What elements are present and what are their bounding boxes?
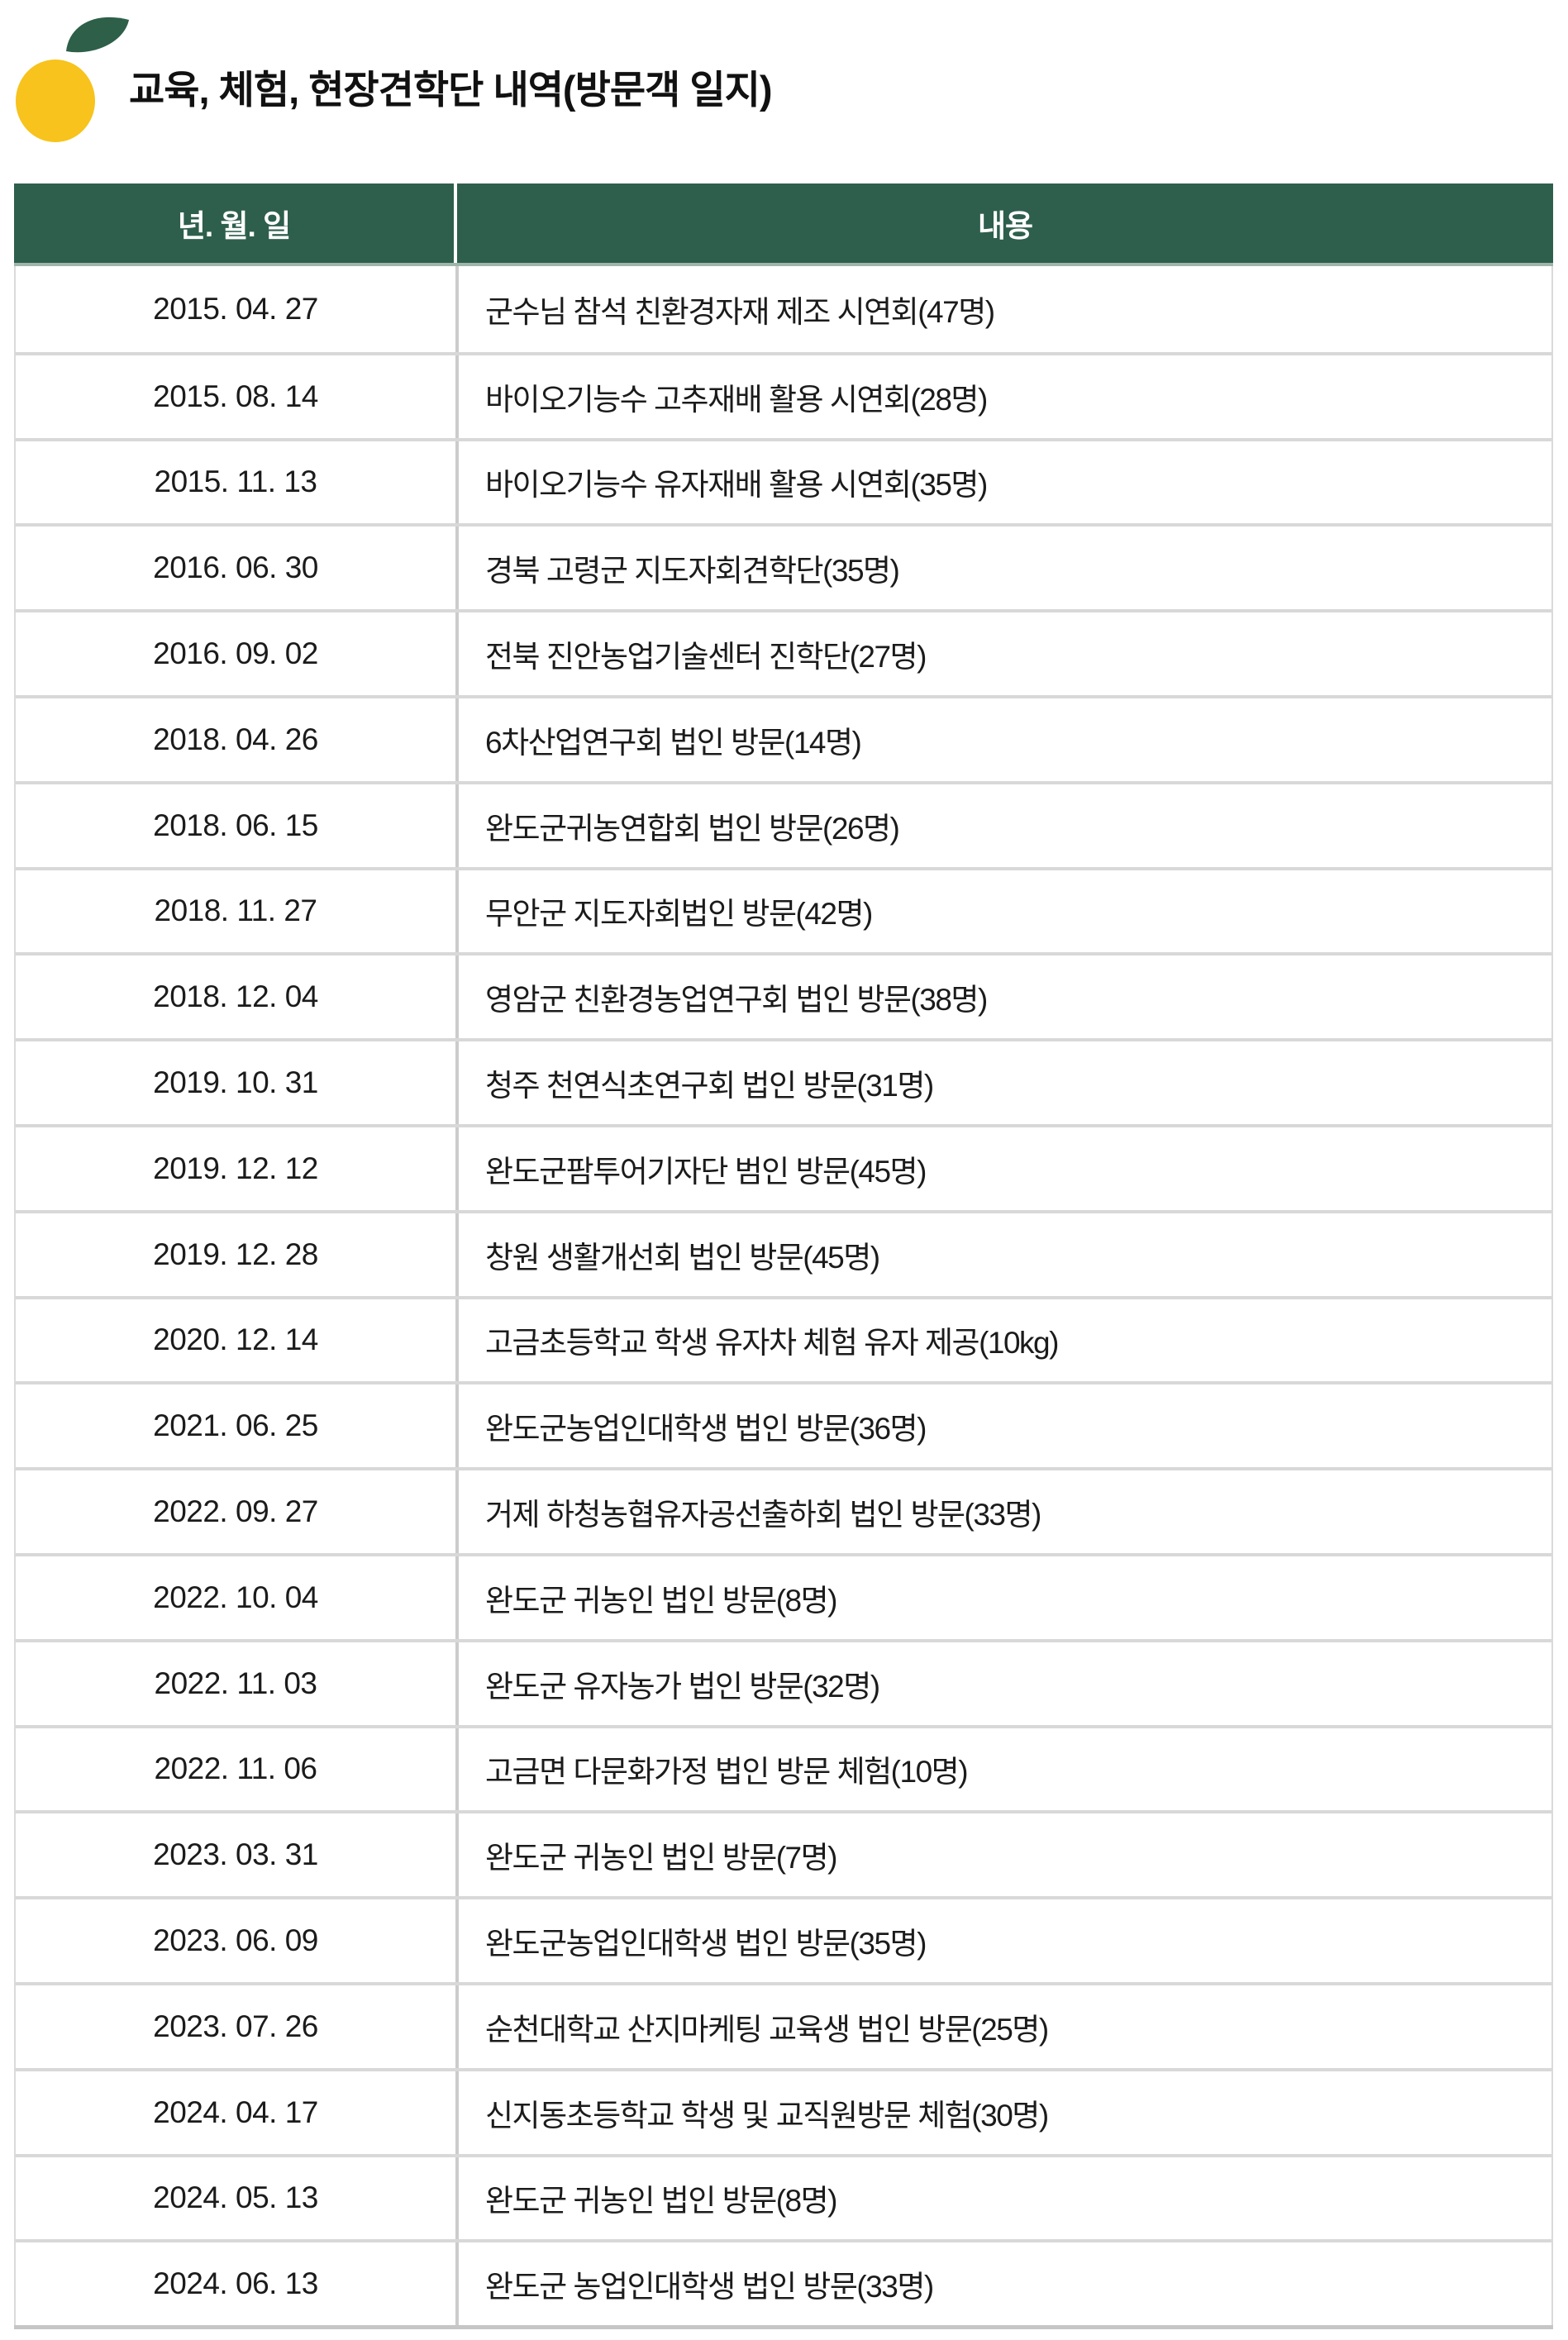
table-row: 2022. 10. 04 완도군 귀농인 법인 방문(8명) — [16, 1552, 1551, 1639]
table-row: 2020. 12. 14 고금초등학교 학생 유자차 체험 유자 제공(10kg… — [16, 1295, 1551, 1382]
column-header-content: 내용 — [977, 209, 1033, 243]
table-row: 2023. 07. 26 순천대학교 산지마케팅 교육생 법인 방문(25명) — [16, 1981, 1551, 2068]
row-date-cell: 2015. 04. 27 — [16, 266, 459, 352]
table-row: 2015. 11. 13 바이오기능수 유자재배 활용 시연회(35명) — [16, 437, 1551, 524]
row-content-cell: 바이오기능수 고추재배 활용 시연회(28명) — [485, 382, 988, 417]
visitor-log-table: 년. 월. 일 내용 2015. 04. 27 군수님 참석 친환경자재 제조 … — [14, 183, 1553, 2330]
row-content-cell: 완도군 농업인대학생 법인 방문(33명) — [485, 2270, 934, 2304]
row-content-cell: 바이오기능수 유자재배 활용 시연회(35명) — [485, 468, 988, 503]
page-title: 교육, 체험, 현장견학단 내역(방문객 일지) — [129, 68, 772, 112]
table-row: 2019. 10. 31 청주 천연식초연구회 법인 방문(31명) — [16, 1038, 1551, 1124]
row-date-cell: 2019. 12. 12 — [16, 1127, 459, 1210]
row-date-cell: 2016. 09. 02 — [16, 612, 459, 695]
row-date-cell: 2023. 03. 31 — [16, 1813, 459, 1897]
row-date-cell: 2019. 10. 31 — [16, 1041, 459, 1124]
row-date-cell: 2018. 12. 04 — [16, 956, 459, 1039]
table-body: 2015. 04. 27 군수님 참석 친환경자재 제조 시연회(47명) 20… — [14, 266, 1553, 2326]
row-content-cell: 완도군귀농연합회 법인 방문(26명) — [485, 811, 900, 846]
row-content-cell: 경북 고령군 지도자회견학단(35명) — [485, 554, 900, 589]
table-row: 2024. 06. 13 완도군 농업인대학생 법인 방문(33명) — [16, 2239, 1551, 2326]
row-content-cell: 완도군 귀농인 법인 방문(8명) — [485, 2184, 838, 2218]
page-header: 교육, 체험, 현장견학단 내역(방문객 일지) — [0, 0, 1568, 165]
row-content-cell: 신지동초등학교 학생 및 교직원방문 체험(30명) — [485, 2098, 1049, 2133]
table-row: 2024. 05. 13 완도군 귀농인 법인 방문(8명) — [16, 2153, 1551, 2240]
row-content-cell: 완도군 귀농인 법인 방문(7명) — [485, 1841, 838, 1875]
row-date-cell: 2024. 06. 13 — [16, 2242, 459, 2326]
table-row: 2018. 06. 15 완도군귀농연합회 법인 방문(26명) — [16, 780, 1551, 867]
row-content-cell: 고금면 다문화가정 법인 방문 체험(10명) — [485, 1755, 969, 1790]
row-date-cell: 2018. 11. 27 — [16, 870, 459, 953]
table-row: 2022. 11. 06 고금면 다문화가정 법인 방문 체험(10명) — [16, 1724, 1551, 1811]
table-row: 2015. 08. 14 바이오기능수 고추재배 활용 시연회(28명) — [16, 351, 1551, 438]
table-row: 2018. 04. 26 6차산업연구회 법인 방문(14명) — [16, 694, 1551, 781]
table-row: 2023. 06. 09 완도군농업인대학생 법인 방문(35명) — [16, 1896, 1551, 1982]
row-date-cell: 2019. 12. 28 — [16, 1213, 459, 1296]
row-date-cell: 2016. 06. 30 — [16, 527, 459, 610]
row-date-cell: 2018. 06. 15 — [16, 784, 459, 867]
table-row: 2018. 11. 27 무안군 지도자회법인 방문(42명) — [16, 866, 1551, 953]
row-content-cell: 6차산업연구회 법인 방문(14명) — [485, 725, 862, 760]
row-content-cell: 완도군팜투어기자단 범인 방문(45명) — [485, 1154, 927, 1189]
table-row: 2018. 12. 04 영암군 친환경농업연구회 법인 방문(38명) — [16, 952, 1551, 1039]
row-content-cell: 순천대학교 산지마케팅 교육생 법인 방문(25명) — [485, 2012, 1049, 2047]
row-date-cell: 2022. 11. 06 — [16, 1728, 459, 1811]
leaf-icon — [66, 17, 129, 53]
table-row: 2021. 06. 25 완도군농업인대학생 법인 방문(36명) — [16, 1381, 1551, 1468]
table-row: 2024. 04. 17 신지동초등학교 학생 및 교직원방문 체험(30명) — [16, 2067, 1551, 2154]
row-date-cell: 2022. 09. 27 — [16, 1470, 459, 1553]
row-content-cell: 영암군 친환경농업연구회 법인 방문(38명) — [485, 983, 988, 1017]
table-row: 2019. 12. 28 창원 생활개선회 법인 방문(45명) — [16, 1209, 1551, 1296]
row-date-cell: 2018. 04. 26 — [16, 698, 459, 781]
row-content-cell: 무안군 지도자회법인 방문(42명) — [485, 897, 873, 932]
row-date-cell: 2021. 06. 25 — [16, 1384, 459, 1468]
row-date-cell: 2023. 06. 09 — [16, 1899, 459, 1982]
table-row: 2016. 06. 30 경북 고령군 지도자회견학단(35명) — [16, 523, 1551, 610]
row-content-cell: 청주 천연식초연구회 법인 방문(31명) — [485, 1069, 934, 1103]
fruit-icon — [16, 60, 95, 142]
row-content-cell: 거제 하청농협유자공선출하회 법인 방문(33명) — [485, 1498, 1041, 1532]
table-row: 2022. 11. 03 완도군 유자농가 법인 방문(32명) — [16, 1638, 1551, 1725]
row-date-cell: 2015. 08. 14 — [16, 355, 459, 438]
row-date-cell: 2022. 11. 03 — [16, 1642, 459, 1725]
table-row: 2019. 12. 12 완도군팜투어기자단 범인 방문(45명) — [16, 1123, 1551, 1210]
table-row: 2022. 09. 27 거제 하청농협유자공선출하회 법인 방문(33명) — [16, 1467, 1551, 1553]
row-date-cell: 2024. 05. 13 — [16, 2157, 459, 2240]
row-content-cell: 완도군농업인대학생 법인 방문(36명) — [485, 1412, 927, 1446]
row-date-cell: 2022. 10. 04 — [16, 1556, 459, 1639]
row-content-cell: 창원 생활개선회 법인 방문(45명) — [485, 1240, 880, 1275]
table-row: 2016. 09. 02 전북 진안농업기술센터 진학단(27명) — [16, 609, 1551, 695]
row-date-cell: 2015. 11. 13 — [16, 441, 459, 524]
row-content-cell: 전북 진안농업기술센터 진학단(27명) — [485, 640, 927, 674]
table-row: 2023. 03. 31 완도군 귀농인 법인 방문(7명) — [16, 1810, 1551, 1897]
row-content-cell: 완도군 귀농인 법인 방문(8명) — [485, 1583, 838, 1618]
yuzu-fruit-logo — [16, 17, 129, 142]
row-content-cell: 완도군농업인대학생 법인 방문(35명) — [485, 1927, 927, 1961]
row-date-cell: 2020. 12. 14 — [16, 1299, 459, 1382]
table-row: 2015. 04. 27 군수님 참석 친환경자재 제조 시연회(47명) — [16, 266, 1551, 352]
row-date-cell: 2024. 04. 17 — [16, 2071, 459, 2154]
column-header-date: 년. 월. 일 — [14, 183, 457, 263]
row-date-cell: 2023. 07. 26 — [16, 1985, 459, 2068]
table-header-row: 년. 월. 일 내용 — [14, 183, 1553, 266]
row-content-cell: 고금초등학교 학생 유자차 체험 유자 제공(10kg) — [485, 1326, 1059, 1361]
row-content-cell: 완도군 유자농가 법인 방문(32명) — [485, 1669, 880, 1704]
row-content-cell: 군수님 참석 친환경자재 제조 시연회(47명) — [485, 294, 995, 329]
